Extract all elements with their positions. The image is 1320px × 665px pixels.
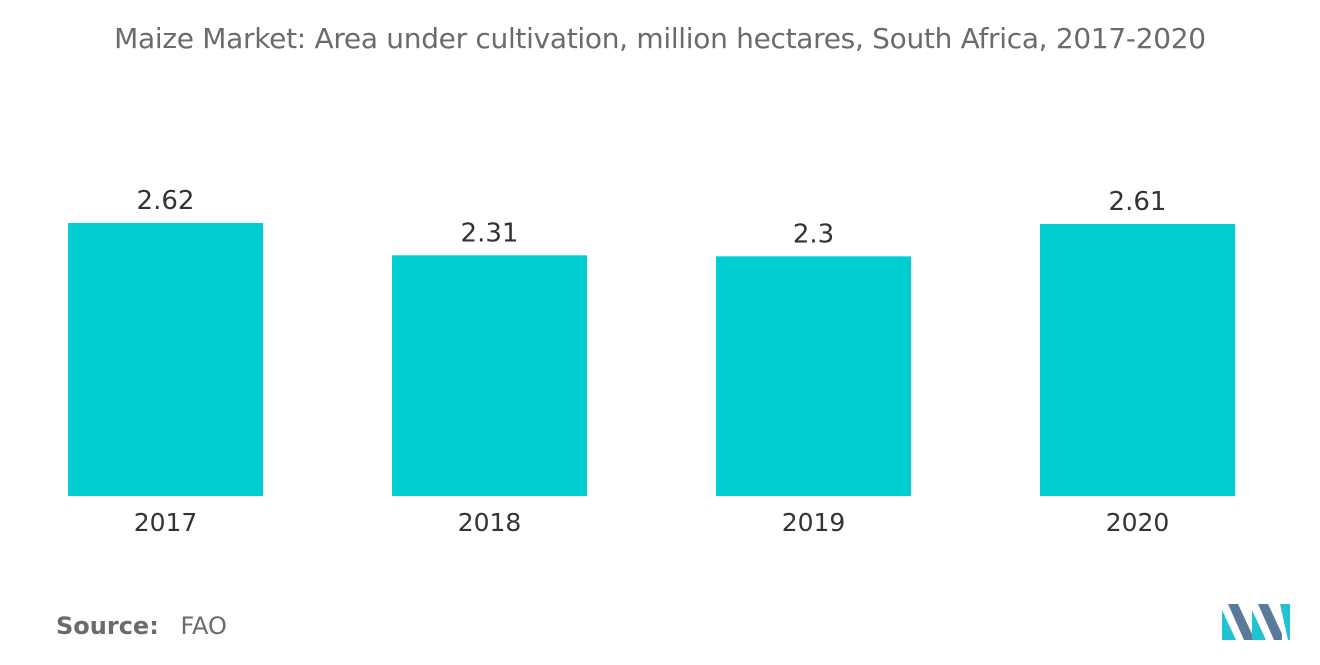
logo-shape-left [1222,610,1236,640]
logo-shape-mid-dark [1228,604,1252,640]
mordor-intelligence-logo-icon [1222,604,1290,640]
source-value: FAO [180,612,227,640]
bar-2018 [392,255,587,496]
source-label: Source: [56,612,159,640]
bar-value-label-2020: 2.61 [1109,187,1167,217]
category-label-2019: 2019 [782,508,846,537]
category-label-2018: 2018 [458,508,522,537]
bar-2020 [1040,224,1235,496]
category-label-2020: 2020 [1106,508,1170,537]
category-labels-group: 2017 2018 2019 2020 [134,508,1170,537]
bar-2019 [716,256,911,496]
chart-title: Maize Market: Area under cultivation, mi… [114,22,1206,55]
bar-2017 [68,223,263,496]
category-label-2017: 2017 [134,508,198,537]
source-line: Source: FAO [56,612,227,640]
logo-shape-mid-light [1252,610,1266,640]
logo-shape-right-dark [1258,604,1282,640]
logo-shape-right-light [1280,604,1290,640]
bar-value-label-2019: 2.3 [793,219,834,249]
value-labels-group: 2.62 2.31 2.3 2.61 [137,186,1167,249]
bars-group [68,223,1235,496]
bar-value-label-2018: 2.31 [461,218,519,248]
bar-value-label-2017: 2.62 [137,186,195,216]
